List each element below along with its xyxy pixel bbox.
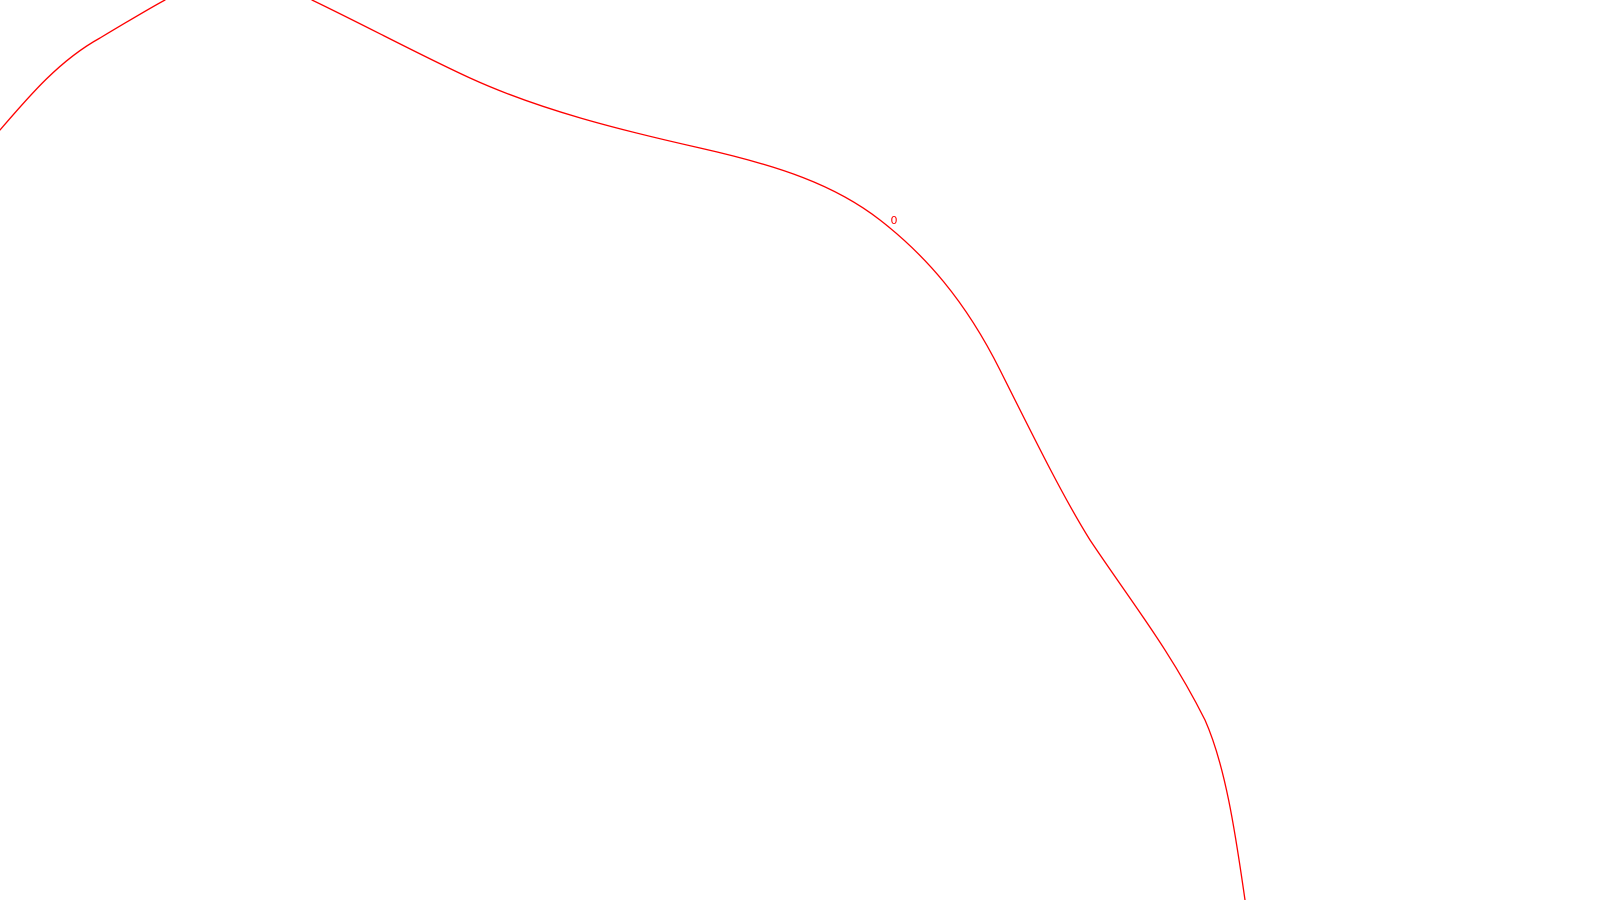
contour-level-label: 0 [891,214,898,227]
contour-line [0,0,1246,900]
